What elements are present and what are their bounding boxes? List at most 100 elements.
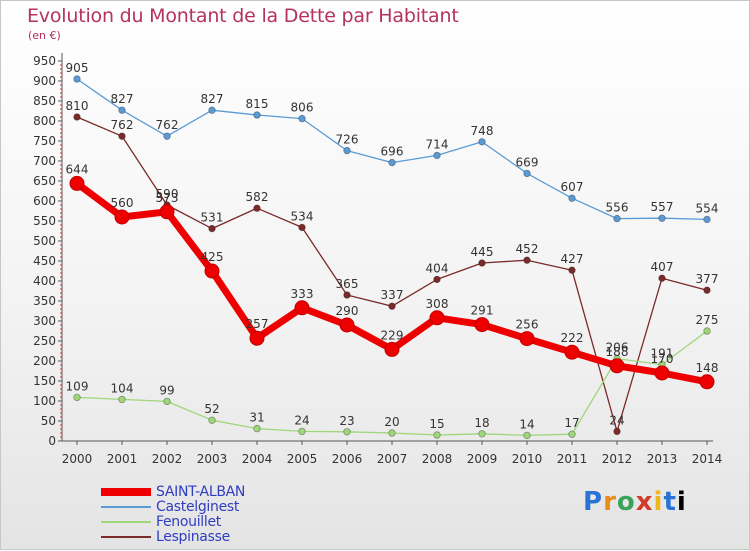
legend-swatch	[101, 521, 151, 523]
y-tick-label: 100	[33, 394, 56, 408]
data-point	[699, 374, 715, 390]
legend-item: SAINT-ALBAN	[101, 484, 401, 500]
data-label: 726	[336, 133, 359, 147]
x-tick-label: 2000	[62, 452, 93, 466]
x-tick-label: 2010	[512, 452, 543, 466]
data-label: 827	[111, 92, 134, 106]
chart-title: Evolution du Montant de la Dette par Hab…	[27, 5, 459, 27]
data-label: 191	[651, 347, 674, 361]
x-tick-label: 2009	[467, 452, 498, 466]
data-point	[73, 113, 81, 121]
data-point	[73, 75, 81, 83]
data-label: 170	[651, 352, 674, 366]
data-label: 827	[201, 92, 224, 106]
x-tick-label: 2003	[197, 452, 228, 466]
data-label: 24	[294, 413, 309, 427]
data-label: 445	[471, 245, 494, 259]
data-label: 425	[201, 250, 224, 264]
data-point	[118, 106, 126, 114]
data-point	[568, 194, 576, 202]
legend-label: Fenouillet	[156, 514, 221, 530]
data-label: 188	[606, 345, 629, 359]
y-tick-label: 400	[33, 274, 56, 288]
x-tick-label: 2013	[647, 452, 678, 466]
data-label: 531	[201, 211, 224, 225]
data-label: 104	[111, 381, 134, 395]
chart-points	[69, 75, 715, 440]
data-point	[568, 430, 576, 438]
chart-axes: 0 50 100 150 200 250 300 350 400 450 500 550 600 650 7…	[33, 53, 722, 466]
data-point	[253, 424, 261, 433]
data-point	[69, 175, 85, 191]
legend-swatch	[101, 488, 151, 496]
data-point	[163, 397, 171, 406]
data-label: 404	[426, 261, 449, 275]
x-tick-label: 2005	[287, 452, 318, 466]
data-point	[703, 327, 711, 335]
data-point	[208, 224, 216, 233]
data-point	[118, 395, 126, 404]
data-label: 762	[156, 118, 179, 132]
chart-subtitle: (en €)	[28, 29, 61, 42]
data-point	[478, 430, 486, 438]
data-label: 291	[471, 304, 494, 318]
data-point	[388, 302, 396, 310]
data-label: 590	[156, 187, 179, 201]
data-point	[249, 330, 265, 346]
chart-legend: SAINT-ALBAN Castelginest Fenouillet Lesp…	[101, 484, 401, 545]
data-label: 365	[336, 277, 359, 291]
data-point	[343, 146, 351, 155]
data-label: 222	[561, 331, 584, 345]
data-label: 427	[561, 252, 584, 266]
x-tick-label: 2006	[332, 452, 363, 466]
data-point	[654, 365, 670, 381]
y-tick-label: 600	[33, 194, 56, 208]
chart-data-labels: 905 827 762 827 815 806 726 696 714 748 669 607 556 5…	[66, 61, 719, 431]
y-tick-label: 800	[33, 114, 56, 128]
chart-lines	[73, 78, 711, 437]
data-point	[429, 310, 445, 326]
data-point	[519, 331, 535, 347]
legend-item: Fenouillet	[101, 514, 401, 530]
data-label: 18	[474, 416, 489, 430]
y-tick-label: 500	[33, 234, 56, 248]
data-label: 560	[111, 196, 134, 210]
data-point	[159, 204, 175, 220]
data-point	[613, 427, 621, 436]
data-label: 148	[696, 361, 719, 375]
data-label: 407	[651, 260, 674, 274]
data-label: 206	[606, 341, 629, 355]
legend-label: Castelginest	[156, 499, 240, 515]
data-point	[523, 431, 531, 440]
data-point	[658, 274, 666, 282]
data-point	[204, 263, 220, 279]
data-point	[298, 114, 306, 123]
x-tick-label: 2012	[602, 452, 633, 466]
data-point	[253, 111, 261, 119]
y-tick-label: 900	[33, 74, 56, 88]
data-label: 377	[696, 272, 719, 286]
data-point	[253, 204, 261, 212]
data-point	[339, 317, 355, 333]
data-label: 24	[609, 413, 624, 427]
legend-swatch	[101, 536, 151, 538]
data-label: 534	[291, 209, 314, 223]
y-tick-label: 700	[33, 154, 56, 168]
data-point	[343, 428, 351, 436]
x-tick-label: 2008	[422, 452, 453, 466]
data-label: 308	[426, 297, 449, 311]
data-point	[478, 259, 486, 267]
data-label: 14	[519, 417, 534, 431]
data-label: 644	[66, 162, 89, 176]
data-label: 17	[564, 416, 579, 430]
data-point	[388, 429, 396, 437]
x-tick-label: 2002	[152, 452, 183, 466]
y-tick-label: 0	[48, 434, 56, 448]
data-label: 714	[426, 137, 449, 151]
y-tick-label: 200	[33, 354, 56, 368]
data-point	[208, 416, 216, 424]
data-label: 557	[651, 200, 674, 214]
legend-swatch	[101, 506, 151, 508]
